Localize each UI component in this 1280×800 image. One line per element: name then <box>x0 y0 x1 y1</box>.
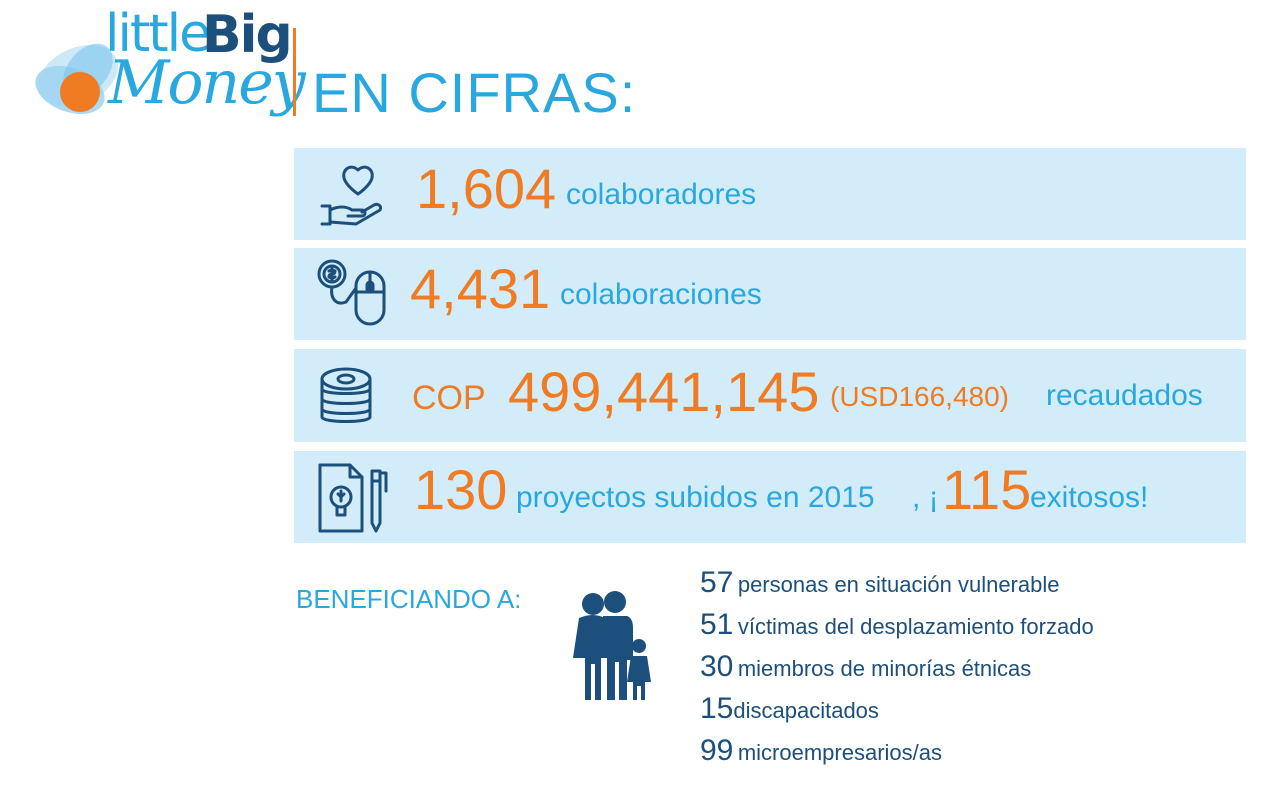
stat-value: 130 <box>414 458 508 521</box>
stat-suffix: exitosos! <box>1030 481 1149 514</box>
stat-panel-colaboraciones: 4,431 colaboraciones <box>294 248 1246 340</box>
stat-usd: (USD166,480) <box>830 381 1009 412</box>
hand-heart-icon <box>320 165 382 226</box>
stat-currency: COP <box>412 379 486 417</box>
idea-document-icon <box>318 463 388 533</box>
coins-stack-icon <box>320 367 372 423</box>
stat-highlight: 115 <box>942 458 1032 521</box>
stat-label: proyectos subidos en 2015 <box>516 481 875 514</box>
beneficiary-item: 15discapacitados <box>700 692 879 726</box>
beneficiary-item: 30 miembros de minorías étnicas <box>700 650 1031 684</box>
logo: little Big Money <box>30 4 306 133</box>
beneficiary-item: 99 microempresarios/as <box>700 734 942 768</box>
stat-punctuation: , ¡ <box>912 481 939 514</box>
coin-mouse-icon <box>317 259 386 326</box>
beneficiary-text: víctimas del desplazamiento forzado <box>737 614 1094 639</box>
page-title: EN CIFRAS: <box>312 61 637 124</box>
logo-text-money: Money <box>108 48 306 118</box>
logo-text-big: Big <box>202 5 293 65</box>
logo-divider <box>293 28 296 116</box>
stat-label: colaboraciones <box>560 278 762 311</box>
beneficiary-count: 99 <box>700 734 734 767</box>
beneficiary-item: 57 personas en situación vulnerable <box>700 566 1059 600</box>
beneficiary-count: 30 <box>700 650 734 683</box>
beneficiary-text: microempresarios/as <box>737 740 942 765</box>
beneficiary-count: 51 <box>700 608 734 641</box>
beneficiary-text: personas en situación vulnerable <box>737 572 1060 597</box>
stat-panel-recaudados: COP 499,441,145 (USD166,480) recaudados <box>294 349 1246 442</box>
beneficiaries-heading: BENEFICIANDO A: <box>296 584 522 614</box>
butterfly-logo-icon <box>35 43 118 115</box>
stat-label: recaudados <box>1046 379 1203 412</box>
stat-panel-colaboradores: 1,604 colaboradores <box>294 148 1246 240</box>
beneficiary-text: miembros de minorías étnicas <box>737 656 1032 681</box>
stat-value: 4,431 <box>410 257 551 320</box>
beneficiary-item: 51 víctimas del desplazamiento forzado <box>700 608 1094 642</box>
stat-label: colaboradores <box>566 178 757 211</box>
logo-text-little: little <box>105 4 211 64</box>
stat-value: 1,604 <box>416 157 557 220</box>
family-icon <box>573 591 651 700</box>
stat-panel-proyectos: 130 proyectos subidos en 2015 , ¡ 115 ex… <box>294 451 1246 543</box>
stat-value: 499,441,145 <box>508 360 820 423</box>
beneficiary-count: 57 <box>700 566 734 599</box>
beneficiary-count: 15 <box>700 692 734 725</box>
beneficiary-text: discapacitados <box>733 698 879 723</box>
